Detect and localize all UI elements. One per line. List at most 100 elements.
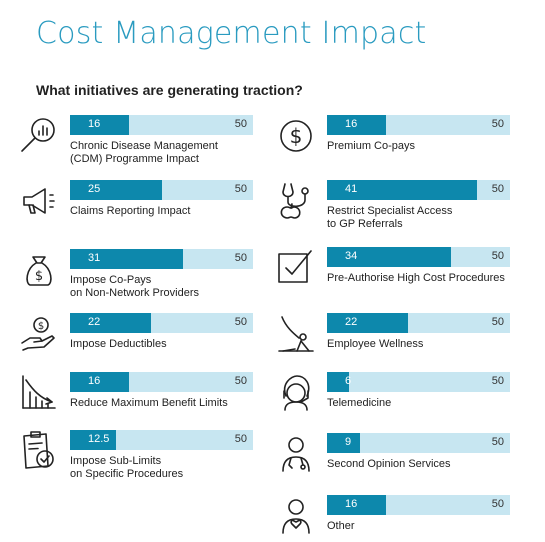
bar-value-label: 16 [88, 375, 101, 387]
bar-value-label: 9 [345, 436, 352, 448]
bar-fill [70, 313, 151, 333]
bar-fill [70, 249, 184, 269]
headset-agent-icon [275, 372, 317, 414]
bar-value-label: 6 [345, 375, 352, 387]
initiative-label: Employee Wellness [327, 338, 423, 351]
bar-track: 12.5 50 [70, 430, 253, 450]
person-heart-icon [275, 495, 317, 537]
initiative-label-line: (CDM) Programme Impact [70, 153, 199, 165]
bar-fill [70, 180, 162, 200]
bar-track: 16 50 [327, 495, 510, 515]
initiative-label: Impose Co-Pays on Non-Network Providers [70, 274, 199, 300]
bar-fill [327, 247, 452, 267]
bar-fill [327, 433, 360, 453]
bar-fill [70, 430, 116, 450]
initiative-label: Pre-Authorise High Cost Procedures [327, 272, 505, 285]
doctor-icon [275, 433, 317, 475]
bar-track: 22 50 [327, 313, 510, 333]
bar-track: 41 50 [327, 180, 510, 200]
bar-value-label: 16 [88, 118, 101, 130]
bar-fill [327, 115, 386, 135]
bar-max-label: 50 [491, 316, 504, 328]
initiative-label-line: Chronic Disease Management [70, 140, 218, 152]
bar-max-label: 50 [491, 183, 504, 195]
bar-fill [327, 313, 408, 333]
bar-max-label: 50 [234, 316, 247, 328]
yoga-icon [275, 313, 317, 355]
initiative-label-line: Restrict Specialist Access [327, 205, 453, 217]
initiative-label: Other [327, 520, 355, 533]
initiative-label: Telemedicine [327, 397, 391, 410]
initiative-label-line: Second Opinion Services [327, 458, 451, 470]
clipboard-check-icon [18, 430, 60, 472]
bar-max-label: 50 [491, 375, 504, 387]
bar-track: 16 50 [70, 115, 253, 135]
dollar-circle-icon: $ [275, 115, 317, 157]
page-title: Cost Management Impact [36, 16, 427, 51]
initiative-label: Reduce Maximum Benefit Limits [70, 397, 228, 410]
initiative-label: Impose Deductibles [70, 338, 167, 351]
bar-fill [327, 495, 386, 515]
bar-value-label: 22 [88, 316, 101, 328]
bar-max-label: 50 [491, 498, 504, 510]
svg-text:$: $ [35, 269, 43, 284]
stethoscope-apple-icon [275, 180, 317, 222]
bar-value-label: 34 [345, 250, 358, 262]
bar-fill [70, 115, 129, 135]
initiative-label-line: Impose Sub-Limits [70, 455, 162, 467]
initiative-label-line: Claims Reporting Impact [70, 205, 191, 217]
svg-text:$: $ [290, 124, 303, 148]
bar-fill [327, 372, 349, 392]
bar-max-label: 50 [234, 118, 247, 130]
initiative-label: Second Opinion Services [327, 458, 451, 471]
bar-max-label: 50 [234, 375, 247, 387]
bar-value-label: 25 [88, 183, 101, 195]
initiative-label-line: Telemedicine [327, 397, 392, 409]
initiative-label: Restrict Specialist Access to GP Referral… [327, 205, 452, 231]
bar-track: 25 50 [70, 180, 253, 200]
bar-track: 22 50 [70, 313, 253, 333]
initiative-label-line: on Specific Procedures [70, 468, 184, 480]
money-bag-icon: $ [18, 249, 60, 291]
declining-chart-icon [18, 372, 60, 414]
bar-track: 16 50 [327, 115, 510, 135]
bar-max-label: 50 [491, 118, 504, 130]
initiative-label: Claims Reporting Impact [70, 205, 190, 218]
bar-value-label: 12.5 [88, 433, 110, 445]
svg-text:$: $ [38, 321, 44, 332]
initiative-label-line: Employee Wellness [327, 338, 424, 350]
bar-fill [327, 180, 478, 200]
initiative-label-line: on Non-Network Providers [70, 287, 199, 299]
initiative-label-line: Premium Co-pays [327, 140, 416, 152]
initiative-label-line: to GP Referrals [327, 218, 403, 230]
bar-max-label: 50 [234, 183, 247, 195]
initiative-label: Impose Sub-Limits on Specific Procedures [70, 455, 183, 481]
chart-subtitle: What initiatives are generating traction… [36, 82, 303, 98]
bar-max-label: 50 [491, 436, 504, 448]
bar-track: 16 50 [70, 372, 253, 392]
bar-track: 6 50 [327, 372, 510, 392]
megaphone-icon [18, 180, 60, 222]
checkbox-icon [275, 247, 317, 289]
bar-fill [70, 372, 129, 392]
bar-max-label: 50 [491, 250, 504, 262]
bar-max-label: 50 [234, 433, 247, 445]
bar-track: 31 50 [70, 249, 253, 269]
hand-coin-icon: $ [18, 313, 60, 355]
bar-track: 9 50 [327, 433, 510, 453]
bar-value-label: 16 [345, 498, 358, 510]
initiative-label-line: Other [327, 520, 355, 532]
bar-track: 34 50 [327, 247, 510, 267]
bar-value-label: 41 [345, 183, 358, 195]
initiative-label-line: Impose Deductibles [70, 338, 167, 350]
initiative-label-line: Pre-Authorise High Cost Procedures [327, 272, 505, 284]
initiative-label: Premium Co-pays [327, 140, 415, 153]
magnifier-chart-icon [18, 115, 60, 157]
bar-value-label: 16 [345, 118, 358, 130]
initiative-label: Chronic Disease Management (CDM) Programm… [70, 140, 218, 166]
bar-value-label: 31 [88, 252, 101, 264]
initiative-label-line: Impose Co-Pays [70, 274, 152, 286]
bar-max-label: 50 [234, 252, 247, 264]
bar-value-label: 22 [345, 316, 358, 328]
initiative-label-line: Reduce Maximum Benefit Limits [70, 397, 228, 409]
